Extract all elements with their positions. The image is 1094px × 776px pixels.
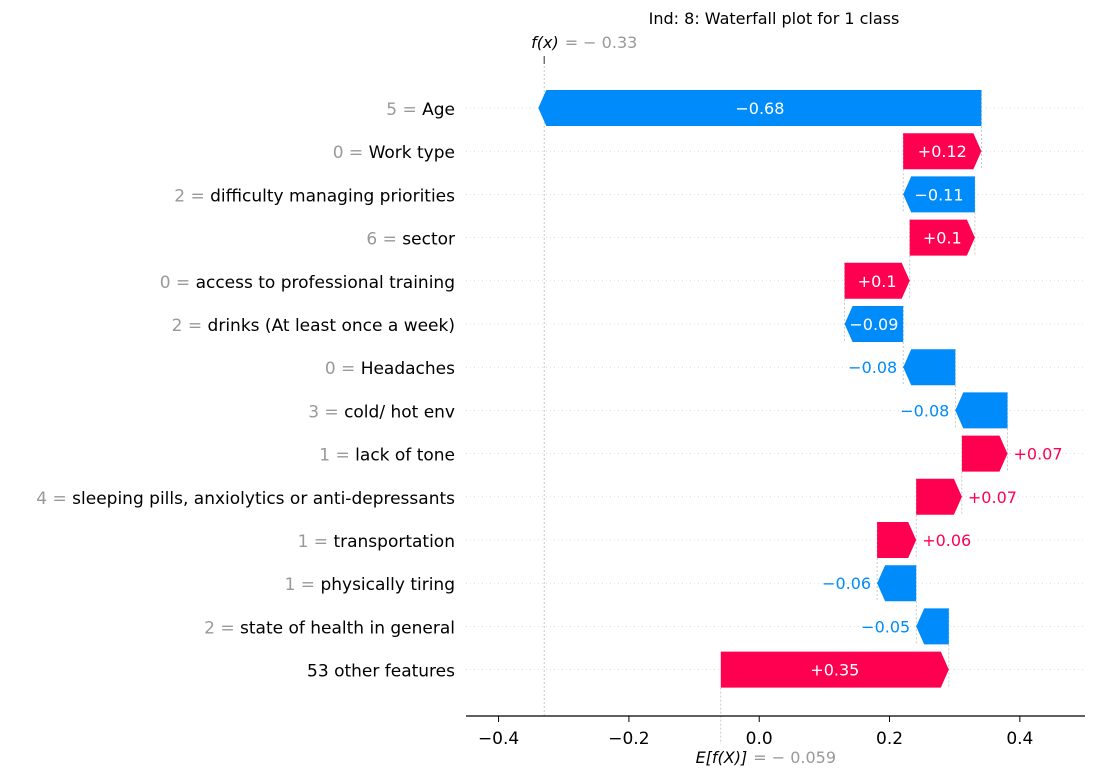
feature-label: 1 = lack of tone xyxy=(319,446,455,466)
feature-label: 6 = sector xyxy=(366,230,455,250)
x-tick-label: 0.0 xyxy=(746,729,773,749)
x-tick-label: 0.2 xyxy=(876,729,903,749)
bar-value-label: +0.07 xyxy=(1014,445,1063,464)
bar-12 xyxy=(877,565,917,602)
x-tick-label: −0.4 xyxy=(478,729,519,749)
feature-value: 1 = xyxy=(298,532,334,552)
feature-value: 2 = xyxy=(174,186,210,206)
bar-value-label: −0.06 xyxy=(822,574,871,593)
feature-value: 6 = xyxy=(366,230,402,250)
bar-value-label: +0.35 xyxy=(810,661,859,680)
bar-value-label: −0.08 xyxy=(900,401,949,420)
feature-labels: 5 = Age 0 = Work type 2 = difficulty manag… xyxy=(36,100,455,682)
fx-label-value: = − 0.33 xyxy=(565,33,638,52)
bars: −0.68 +0.12 −0.11 +0.1 +0.1 −0.09 −0.08 −0.08 +0… xyxy=(538,90,1063,688)
efx-label: E[f(X)] = − 0.059 xyxy=(696,748,836,767)
feature-name: Work type xyxy=(369,143,455,163)
feature-label: 53 other features xyxy=(307,662,455,682)
bar-11 xyxy=(877,522,917,558)
feature-label: 3 = cold/ hot env xyxy=(308,402,455,422)
chart-title: Ind: 8: Waterfall plot for 1 class xyxy=(649,9,900,28)
bar-10 xyxy=(916,478,962,515)
feature-value: 0 = xyxy=(325,359,361,379)
bar-6 xyxy=(844,306,904,342)
bar-value-label: +0.1 xyxy=(858,272,897,291)
feature-value: 0 = xyxy=(160,273,196,293)
feature-label: 1 = physically tiring xyxy=(285,575,455,595)
gridlines xyxy=(466,107,1085,670)
bar-4 xyxy=(909,219,975,256)
feature-name: state of health in general xyxy=(240,618,455,638)
bar-value-label: −0.05 xyxy=(861,617,910,636)
bar-value-label: −0.08 xyxy=(848,358,897,377)
feature-name: physically tiring xyxy=(320,575,455,595)
x-tick-label: 0.4 xyxy=(1006,729,1033,749)
feature-value: 1 = xyxy=(285,575,321,595)
bar-value-label: −0.68 xyxy=(735,99,784,118)
feature-label: 2 = drinks (At least once a week) xyxy=(172,316,455,336)
efx-label-name: E[f(X)] xyxy=(696,748,748,767)
feature-label: 0 = Headaches xyxy=(325,359,455,379)
bar-value-label: −0.11 xyxy=(914,185,963,204)
feature-value: 5 = xyxy=(386,100,422,120)
bar-5 xyxy=(844,262,910,299)
feature-name: transportation xyxy=(333,532,455,552)
feature-name: 53 other features xyxy=(307,662,455,682)
feature-label: 0 = Work type xyxy=(333,143,455,163)
feature-value: 0 = xyxy=(333,143,369,163)
bar-value-label: +0.06 xyxy=(922,531,971,550)
bar-2 xyxy=(903,133,982,170)
feature-label: 5 = Age xyxy=(386,100,455,120)
feature-label: 1 = transportation xyxy=(298,532,455,552)
bar-9 xyxy=(961,435,1008,472)
feature-label: 2 = state of health in general xyxy=(204,618,455,638)
feature-name: Age xyxy=(422,100,455,120)
feature-label: 2 = difficulty managing priorities xyxy=(174,186,455,206)
feature-label: 4 = sleeping pills, anxiolytics or anti-… xyxy=(36,489,455,509)
bar-value-label: +0.07 xyxy=(968,488,1017,507)
feature-name: sleeping pills, anxiolytics or anti-depr… xyxy=(72,489,455,509)
bar-13 xyxy=(916,608,949,645)
feature-name: Headaches xyxy=(361,359,455,379)
bar-1 xyxy=(538,90,982,126)
bar-3 xyxy=(903,176,975,213)
bar-value-label: +0.12 xyxy=(918,142,967,161)
feature-name: difficulty managing priorities xyxy=(210,186,455,206)
bar-value-label: −0.09 xyxy=(849,315,898,334)
feature-name: drinks (At least once a week) xyxy=(208,316,455,336)
feature-name: lack of tone xyxy=(355,446,455,466)
feature-label: 0 = access to professional training xyxy=(160,273,455,293)
feature-value: 2 = xyxy=(204,618,240,638)
feature-value: 1 = xyxy=(319,446,355,466)
feature-name: sector xyxy=(402,230,455,250)
fx-label-name: f(x) xyxy=(531,33,559,52)
feature-value: 3 = xyxy=(308,402,344,422)
feature-value: 2 = xyxy=(172,316,208,336)
bar-value-label: +0.1 xyxy=(923,229,962,248)
bar-14 xyxy=(720,651,949,688)
bar-8 xyxy=(955,392,1008,429)
x-tick-label: −0.2 xyxy=(608,729,649,749)
x-axis: −0.4 −0.2 0.0 0.2 0.4 xyxy=(466,715,1085,749)
bar-7 xyxy=(903,349,956,386)
feature-value: 4 = xyxy=(36,489,72,509)
fx-label: f(x) = − 0.33 xyxy=(531,33,637,52)
feature-name: cold/ hot env xyxy=(344,402,455,422)
efx-label-value: = − 0.059 xyxy=(753,748,836,767)
feature-name: access to professional training xyxy=(196,273,455,293)
